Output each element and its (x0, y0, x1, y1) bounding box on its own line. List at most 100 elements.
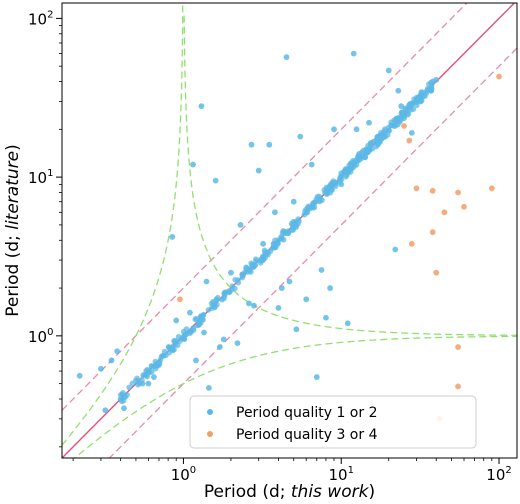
y-axis-label: Period (d; literature) (3, 144, 23, 316)
data-point (386, 127, 392, 134)
data-point (286, 278, 293, 285)
data-point (422, 93, 428, 99)
data-point (203, 278, 210, 285)
data-point (297, 133, 304, 140)
data-point (250, 264, 257, 270)
legend-box (189, 395, 477, 449)
data-point (318, 267, 325, 273)
data-point (260, 240, 267, 247)
data-point (248, 141, 255, 148)
data-point (156, 360, 163, 367)
data-point (126, 384, 132, 391)
data-point (303, 296, 310, 303)
data-point (392, 246, 399, 253)
data-point (143, 371, 149, 377)
data-point (355, 155, 361, 162)
data-point (220, 336, 227, 343)
data-point (455, 344, 461, 350)
data-point (350, 50, 357, 57)
data-point (353, 126, 360, 133)
data-point (310, 205, 317, 211)
data-point (121, 405, 127, 412)
data-point (395, 87, 402, 94)
data-point (266, 141, 273, 148)
data-point (173, 317, 180, 324)
data-point (255, 167, 262, 174)
data-point (234, 340, 241, 347)
data-point (364, 147, 371, 153)
data-point (293, 326, 300, 333)
x-axis-label: Period (d; this work) (204, 482, 375, 502)
data-point (235, 279, 242, 286)
legend: Period quality 1 or 2 Period quality 3 or… (189, 395, 477, 449)
data-point (211, 304, 218, 311)
x-tick-label: 101 (328, 465, 353, 484)
data-point (283, 54, 290, 61)
data-point (461, 203, 467, 210)
data-point (429, 229, 436, 236)
data-point (262, 249, 269, 256)
data-point (408, 240, 415, 247)
data-point (413, 96, 420, 103)
data-point (433, 76, 440, 83)
alias-line-right (183, 15, 517, 336)
y-tick-label: 102 (28, 9, 53, 28)
data-points (76, 50, 502, 422)
data-point (278, 285, 285, 291)
data-point (424, 87, 430, 94)
data-point (151, 374, 157, 380)
data-point (323, 314, 329, 321)
data-point (262, 255, 268, 261)
data-point (190, 325, 197, 331)
data-point (76, 372, 83, 379)
data-point (317, 196, 324, 202)
factor-2-line (62, 3, 468, 411)
data-point (455, 189, 461, 196)
legend-marker (207, 409, 213, 415)
data-point (98, 365, 104, 372)
data-point (144, 366, 151, 373)
data-point (496, 73, 502, 80)
data-point (410, 106, 417, 112)
data-point (275, 240, 281, 246)
data-point (177, 296, 183, 303)
x-tick-label: 100 (171, 465, 196, 484)
data-point (253, 256, 259, 263)
data-point (240, 271, 247, 278)
data-point (407, 101, 413, 107)
data-point (179, 334, 186, 341)
data-point (212, 177, 219, 184)
data-point (342, 167, 348, 174)
legend-marker (207, 431, 213, 437)
alias-line-lower (73, 335, 517, 458)
data-point (205, 307, 212, 313)
data-point (272, 209, 278, 216)
data-point (221, 295, 227, 302)
data-point (313, 374, 320, 380)
data-point (433, 269, 440, 276)
data-point (441, 209, 448, 216)
data-point (190, 161, 196, 168)
data-point (114, 348, 121, 355)
data-point (488, 185, 495, 192)
data-point (408, 129, 415, 136)
data-point (187, 309, 193, 316)
data-point (413, 102, 420, 109)
data-point (378, 135, 385, 142)
legend-label: Period quality 3 or 4 (236, 427, 378, 443)
data-point (343, 173, 349, 180)
data-point (390, 122, 397, 129)
data-point (210, 298, 216, 305)
x-tick-label: 102 (486, 465, 511, 484)
data-point (187, 329, 194, 335)
data-point (285, 228, 291, 234)
data-point (385, 67, 392, 74)
data-point (228, 269, 234, 276)
data-point (216, 344, 223, 350)
data-point (197, 320, 204, 326)
data-point (201, 329, 207, 336)
data-point (367, 142, 374, 148)
data-point (214, 294, 221, 301)
data-point (237, 222, 244, 228)
data-point (455, 383, 461, 390)
